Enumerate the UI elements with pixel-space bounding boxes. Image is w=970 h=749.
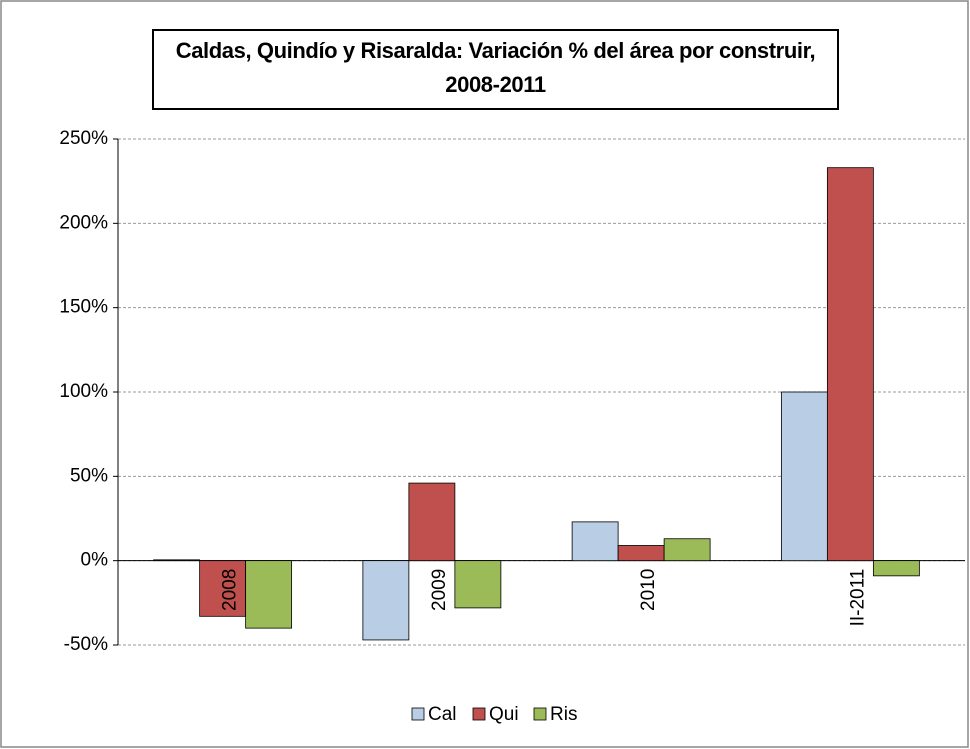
x-tick-label: 2009 <box>429 569 450 611</box>
x-tick-label: 2008 <box>220 569 241 611</box>
bar <box>199 560 247 617</box>
bar <box>617 545 665 562</box>
bar <box>245 560 293 629</box>
bar <box>571 521 619 562</box>
y-tick-label: 0% <box>81 550 109 571</box>
bar <box>872 560 920 577</box>
bar <box>780 391 828 562</box>
bar <box>454 560 502 609</box>
legend-label: Qui <box>489 704 519 725</box>
bar <box>153 559 201 562</box>
legend-swatch <box>533 707 547 721</box>
bar <box>408 482 456 562</box>
legend-label: Ris <box>550 704 577 725</box>
y-tick-label: -50% <box>64 634 108 655</box>
legend-label: Cal <box>428 704 457 725</box>
x-tick-label: 2010 <box>638 569 659 611</box>
chart-title: Caldas, Quindío y Risaralda: Variación %… <box>152 29 839 110</box>
x-tick-label: II-2011 <box>847 569 868 627</box>
legend-swatch <box>472 707 486 721</box>
bar <box>663 538 711 562</box>
y-tick-label: 200% <box>59 212 108 233</box>
legend-swatch <box>411 707 425 721</box>
y-tick-label: 150% <box>59 297 108 318</box>
y-tick-label: 50% <box>70 465 108 486</box>
bar <box>362 560 410 641</box>
bar <box>826 167 874 562</box>
y-tick-label: 100% <box>59 381 108 402</box>
y-tick-label: 250% <box>59 128 108 149</box>
